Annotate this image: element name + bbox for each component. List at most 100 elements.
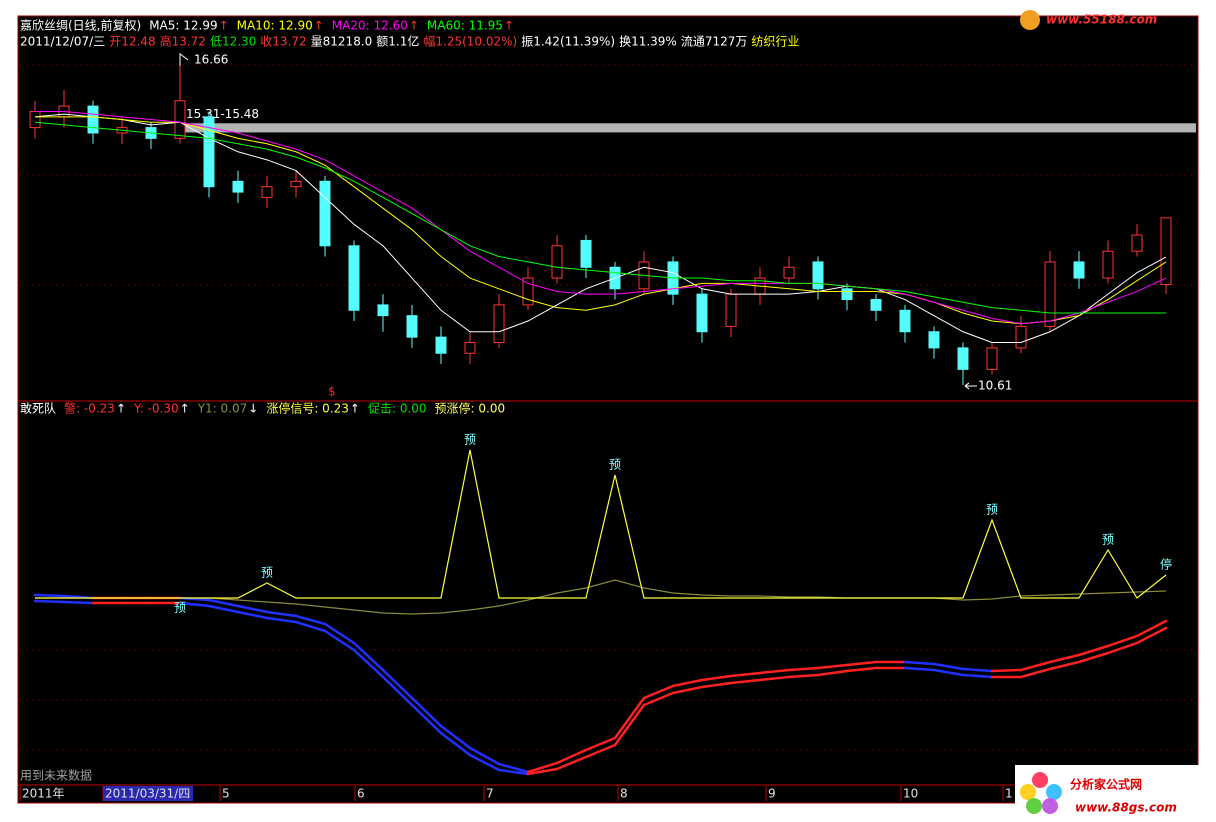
top-logo: www.55188.com: [1020, 10, 1157, 30]
indicator-segment: [671, 685, 704, 695]
indicator-segment: [497, 768, 530, 776]
indicator-segment: [932, 668, 965, 677]
indicator-segment: [642, 691, 675, 707]
indicator-segment: [1048, 660, 1081, 671]
petal: [1042, 798, 1058, 814]
legend-entry: 警: -0.23: [64, 401, 115, 416]
indicator-segment: [236, 604, 269, 614]
legend-entry: MA20: 12.60: [332, 19, 408, 33]
indicator-segment: [1077, 644, 1110, 657]
legend-entry: 涨停信号: 0.23: [266, 401, 349, 416]
candle-body: [551, 245, 563, 279]
legend-entry: Y: -0.30: [133, 402, 179, 416]
legend-entry: 预涨停: 0.00: [435, 401, 506, 416]
legend-entry: MA5: 12.99: [149, 19, 217, 33]
gap-band: [180, 123, 1196, 133]
low-arrow: [964, 382, 977, 390]
legend-trend: ↑: [409, 19, 419, 33]
indicator-segment: [700, 681, 733, 689]
indicator-segment: [1135, 619, 1168, 638]
indicator-segment: [526, 761, 559, 774]
indicator-segment: [642, 684, 675, 700]
indicator-segment: [1135, 626, 1168, 645]
candle-body: [812, 261, 824, 290]
candle-body: [841, 288, 853, 301]
indicator-segment: [352, 641, 385, 672]
logo-icon: [1020, 10, 1040, 30]
indicator-segment: [555, 748, 588, 765]
candle-body: [406, 315, 418, 338]
candle-body: [203, 116, 215, 188]
indicator-segment: [439, 724, 472, 750]
indicator-segment: [903, 660, 936, 666]
quote-info: 振1.42(11.39%): [521, 35, 615, 49]
indicator-segment: [990, 668, 1023, 673]
signal-label: 预: [986, 503, 998, 517]
indicator-segment: [584, 736, 617, 752]
grid: [20, 64, 1196, 751]
gap-label: 15.31-15.48: [186, 107, 259, 121]
quote-info: 额1.1亿: [376, 34, 419, 49]
petal: [1020, 784, 1036, 800]
ma-line: [34, 113, 1167, 344]
quote-info: 量81218.0: [311, 35, 373, 49]
signal-label: 预: [464, 433, 476, 447]
signal-label: 预: [609, 458, 621, 472]
indicator-segment: [33, 593, 66, 598]
ma-line: [35, 110, 1167, 325]
candle-body: [29, 110, 41, 129]
indicator-segment: [1019, 667, 1052, 679]
indicator-segment: [207, 604, 240, 614]
indicator-segment: [207, 598, 240, 608]
indicator-segment: [1048, 653, 1081, 664]
petal: [1026, 798, 1042, 814]
indicator-segment: [758, 668, 791, 675]
candle-body: [290, 180, 302, 188]
indicator-segment: [294, 614, 327, 626]
indicator-segment: [236, 610, 269, 620]
signal-label: 停: [1160, 557, 1172, 572]
candle-body: [986, 347, 998, 370]
candle-body: [87, 105, 99, 134]
stock-title: 嘉欣丝绸(日线,前复权): [20, 18, 141, 33]
indicator-segment: [410, 703, 443, 735]
indicator-segment: [787, 666, 820, 672]
indicator-segment: [526, 767, 559, 776]
signal-label: 预: [1102, 533, 1114, 547]
legend-trend: ↑: [180, 402, 190, 416]
quote-info: 2011/12/07/三: [20, 35, 105, 49]
indicator-segment: [671, 678, 704, 688]
legend-entry: MA60: 11.95: [427, 19, 503, 33]
indicator-segment: [555, 755, 588, 771]
candle-body: [580, 239, 592, 268]
candle-body: [1073, 261, 1085, 279]
indicator-line: [35, 579, 1167, 615]
indicator-title: 敢死队: [20, 401, 56, 416]
bottom-logo: 分析家公式网 www.88gs.com: [1015, 765, 1216, 822]
indicator-segment: [439, 731, 472, 757]
candle-body: [1015, 325, 1027, 349]
candle-body: [957, 347, 969, 370]
logo-text: www.55188.com: [1046, 13, 1157, 27]
legend-trend: ↑: [504, 19, 514, 33]
quote-info: 纺织行业: [751, 35, 799, 49]
petal: [1046, 784, 1062, 800]
legend-entry: MA10: 12.90: [237, 19, 313, 33]
date-label: 1: [1005, 787, 1013, 801]
legend-trend: ↓: [248, 402, 258, 416]
candle-body: [348, 245, 360, 311]
indicator-segment: [265, 616, 298, 624]
quote-info: 收13.72: [260, 35, 306, 49]
candle-body: [1102, 250, 1114, 279]
indicator-segment: [816, 663, 849, 670]
ma-line: [34, 121, 1166, 314]
indicator-segment: [294, 620, 327, 633]
candle-body: [522, 277, 534, 306]
candle-body: [319, 180, 331, 247]
date-label: 2011/03/31/四: [105, 787, 190, 801]
quote-info: 换11.39%: [619, 35, 677, 49]
indicator-segment: [468, 753, 501, 772]
indicator-segment: [1106, 634, 1139, 648]
indicator-segment: [410, 696, 443, 728]
candle-body: [493, 304, 505, 344]
